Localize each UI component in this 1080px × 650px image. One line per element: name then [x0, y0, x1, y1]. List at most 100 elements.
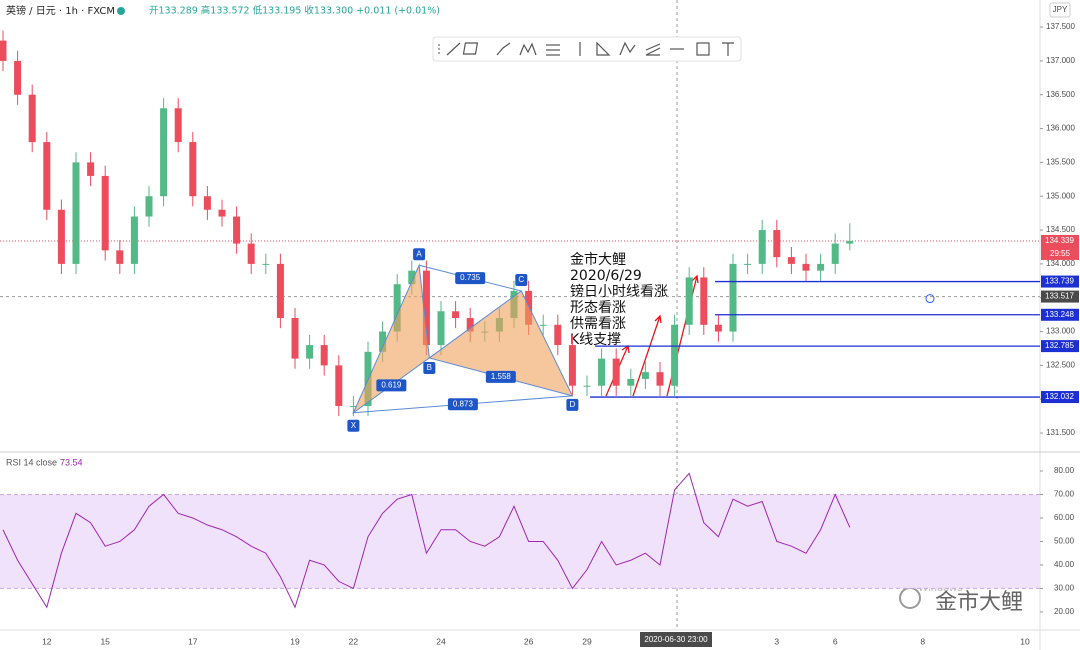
rsi-label: RSI 14 close: [6, 457, 57, 467]
ratio-box: [485, 370, 516, 383]
point-label: X: [351, 421, 357, 430]
candle-body: [116, 250, 124, 264]
rsi-last: 73.54: [60, 457, 83, 467]
candle-body: [422, 270, 430, 346]
candle-body: [437, 311, 445, 346]
current-price-tag: [1041, 234, 1079, 260]
candle-body: [101, 175, 109, 251]
candle-body: [379, 331, 387, 352]
annotation-line: K线支撑: [570, 332, 621, 348]
point-box: [413, 248, 426, 261]
ratio-label: 0.619: [381, 380, 402, 389]
drawing-toolbar: [432, 36, 742, 62]
point-label: B: [427, 363, 432, 372]
candle-body: [291, 318, 299, 359]
candle-body: [685, 277, 693, 325]
rsi-band: [0, 494, 1040, 589]
candle-body: [583, 385, 591, 387]
candle-body: [641, 372, 649, 379]
rsi-tick-label: 80.00: [1054, 466, 1075, 475]
currency-box: [1049, 2, 1071, 18]
candle-body: [262, 263, 270, 265]
candle-body: [72, 162, 80, 264]
candle-body: [130, 216, 138, 264]
countdown: 29:55: [1050, 249, 1071, 258]
ratio-box: [376, 379, 407, 392]
symbol: 英镑 / 日元 · 1h · FXCM: [6, 4, 115, 17]
candle-body: [306, 345, 314, 359]
current-price-label: 134.339: [1045, 236, 1074, 245]
candle-body: [189, 142, 197, 197]
level-tag: [1041, 391, 1079, 404]
y-tick-label: 137.500: [1046, 22, 1075, 31]
status-dot: [117, 7, 125, 15]
point-box: [347, 419, 360, 432]
watermark-brand: 金市大鲤: [935, 590, 1023, 615]
point-label: A: [416, 249, 422, 258]
candle-body: [817, 263, 825, 271]
x-tick-label: 12: [42, 636, 52, 646]
ratio-label: 1.558: [491, 372, 512, 381]
x-tick-label: 3: [774, 636, 779, 646]
y-tick-label: 136.000: [1046, 124, 1075, 133]
candle-body: [320, 345, 328, 366]
y-tick-label: 137.000: [1046, 56, 1075, 65]
candle-body: [758, 230, 766, 264]
y-tick-label: 136.500: [1046, 90, 1075, 99]
x-tick-label: 26: [524, 636, 534, 646]
ohlc: 开133.289 高133.572 低133.195 收133.300 +0.0…: [149, 5, 440, 17]
candle-body: [627, 378, 635, 386]
candle-body: [568, 345, 576, 386]
level-tag: [1041, 308, 1079, 321]
candle-body: [28, 94, 36, 143]
level-label: 132.785: [1045, 341, 1074, 350]
candle-body: [0, 40, 7, 61]
x-tick-label: 6: [833, 636, 838, 646]
candle-body: [14, 60, 22, 95]
crosshair-time-label: 2020-06-30 23:00: [644, 635, 708, 644]
candle-body: [87, 162, 95, 176]
x-tick-label: 10: [1020, 636, 1030, 646]
candle-body: [145, 196, 153, 217]
candle-body: [700, 277, 708, 325]
y-tick-label: 131.500: [1046, 428, 1075, 437]
ratio-label: 0.735: [460, 273, 481, 282]
y-tick-label: 135.500: [1046, 158, 1075, 167]
candle-body: [43, 142, 51, 210]
rsi-tick-label: 20.00: [1054, 607, 1075, 616]
y-tick-label: 133.000: [1046, 327, 1075, 336]
point-label: C: [518, 275, 524, 284]
annotation-line: 供需看涨: [570, 316, 626, 332]
x-tick-label: 19: [290, 636, 300, 646]
rsi-tick-label: 50.00: [1054, 537, 1075, 546]
point-box: [423, 361, 436, 374]
candle-body: [160, 108, 168, 197]
x-tick-label: 29: [582, 636, 592, 646]
x-tick-label: 17: [188, 636, 198, 646]
ratio-box: [455, 272, 486, 285]
candle-body: [729, 263, 737, 332]
candle-body: [276, 263, 284, 319]
x-tick-label: 22: [349, 636, 359, 646]
rsi-tick-label: 70.00: [1054, 490, 1075, 499]
annotation-line: 形态看涨: [570, 300, 626, 316]
y-tick-label: 132.500: [1046, 360, 1075, 369]
ratio-box: [447, 398, 478, 411]
level-label: 133.739: [1045, 277, 1074, 286]
candle-body: [831, 243, 839, 264]
candle-body: [744, 263, 752, 265]
y-tick-label: 134.000: [1046, 259, 1075, 268]
x-tick-label: 8: [920, 636, 925, 646]
candle-body: [802, 263, 810, 271]
candle-body: [671, 324, 679, 386]
candle-body: [612, 358, 620, 386]
x-tick-label: 24: [436, 636, 446, 646]
cursor-circle: [925, 294, 935, 304]
candle-body: [773, 230, 781, 258]
crosshair-time-tag: [640, 632, 712, 647]
candle-body: [247, 243, 255, 264]
level-label: 133.248: [1045, 310, 1074, 319]
candle-body: [218, 209, 226, 217]
